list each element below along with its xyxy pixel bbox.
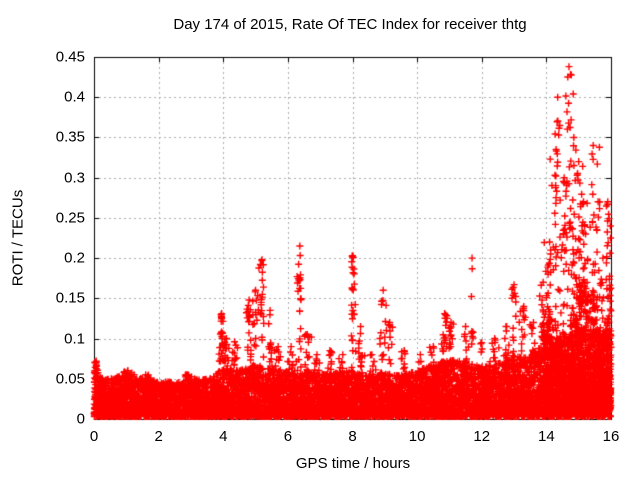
x-tick-label: 10 <box>408 428 426 445</box>
y-tick-label: 0.3 <box>64 169 85 187</box>
y-axis-label: ROTI / TECUs <box>9 189 27 287</box>
x-tick-label: 8 <box>348 428 357 445</box>
y-tick-label: 0.2 <box>64 249 85 267</box>
y-tick-label: 0.25 <box>55 209 85 227</box>
x-tick-label: 2 <box>154 428 163 445</box>
x-tick-label: 6 <box>283 428 293 445</box>
x-tick-label: 0 <box>89 428 99 445</box>
y-tick-label: 0.15 <box>55 289 85 307</box>
x-tick-label: 14 <box>538 428 555 445</box>
y-tick-label: 0 <box>76 410 85 428</box>
chart-title: Day 174 of 2015, Rate Of TEC Index for r… <box>173 16 527 33</box>
x-tick-label: 4 <box>219 428 228 445</box>
x-axis-label: GPS time / hours <box>295 455 411 472</box>
y-tick-label: 0.4 <box>64 88 85 106</box>
y-tick-label: 0.45 <box>55 48 85 66</box>
y-tick-label: 0.05 <box>55 370 85 388</box>
y-tick-label: 0.1 <box>64 330 85 348</box>
y-tick-label: 0.35 <box>55 128 85 146</box>
x-tick-label: 16 <box>602 428 620 445</box>
x-tick-label: 12 <box>473 428 491 445</box>
